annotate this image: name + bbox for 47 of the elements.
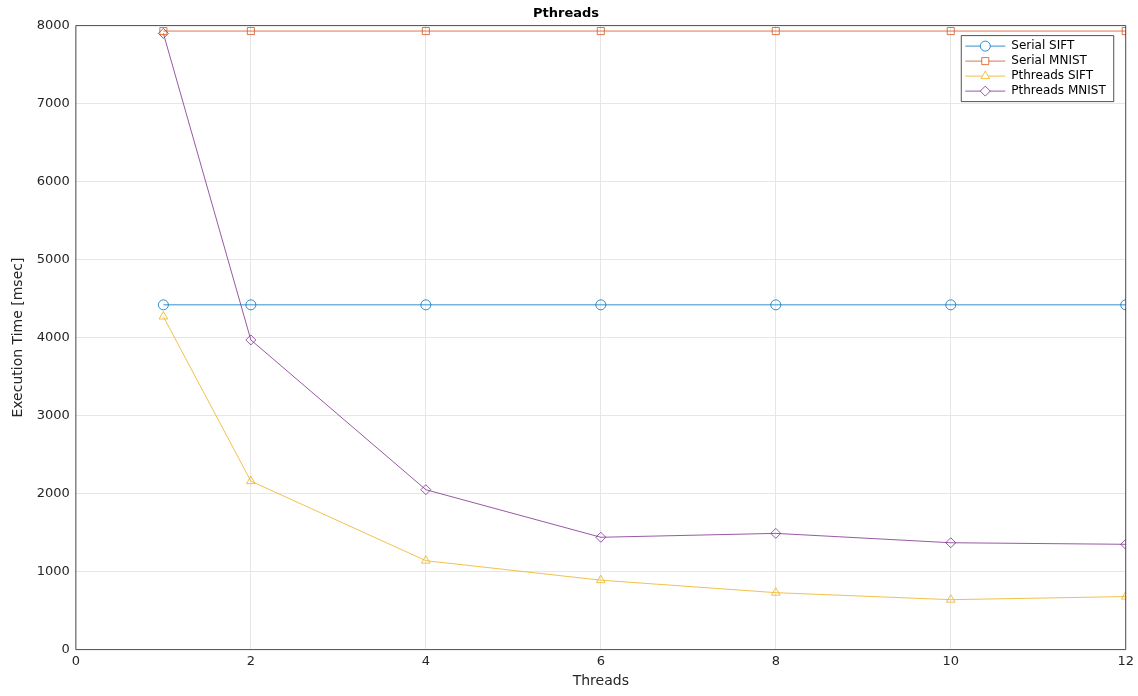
y-tick-label: 6000 [36,172,70,188]
point [595,299,607,311]
point [421,27,430,35]
y-tick-label: 1000 [36,562,70,578]
x-tick-label: 2 [246,652,255,668]
point [945,299,957,311]
point [245,334,257,346]
point [595,531,607,543]
y-tick-label: 7000 [36,94,70,110]
point [596,27,605,35]
point [246,27,255,35]
point [771,587,781,596]
legend-label: Pthreads MNIST [1011,83,1107,98]
y-axis-title: Execution Time [msec] [9,257,26,418]
point [158,311,169,320]
point [770,299,782,311]
point [946,27,955,35]
legend-label: Pthreads SIFT [1011,68,1094,83]
x-tick-label: 10 [942,652,960,668]
point [245,299,257,311]
legend-label: Serial SIFT [1011,38,1075,53]
point [421,555,431,564]
point [246,475,256,485]
point [770,527,782,539]
x-tick-label: 6 [596,652,605,668]
point [157,299,169,311]
chart-title: Pthreads [532,5,600,21]
x-tick-label: 0 [71,652,81,668]
point [771,27,780,35]
x-tick-label: 8 [771,652,780,668]
y-tick-label: 2000 [36,484,70,500]
x-axis-title: Threads [571,672,629,689]
y-tick-label: 8000 [36,16,70,32]
point [420,299,432,311]
point [946,594,956,603]
x-tick-label: 12 [1117,652,1134,668]
y-tick-label: 0 [61,640,70,656]
point [159,27,168,35]
point [945,537,957,549]
point [420,484,432,496]
y-tick-label: 4000 [36,328,70,344]
point [596,574,606,584]
y-tick-label: 3000 [36,406,70,422]
y-tick-label: 5000 [36,250,70,266]
x-tick-label: 4 [421,652,430,668]
point [157,28,169,39]
legend-label: Serial MNIST [1011,53,1088,68]
